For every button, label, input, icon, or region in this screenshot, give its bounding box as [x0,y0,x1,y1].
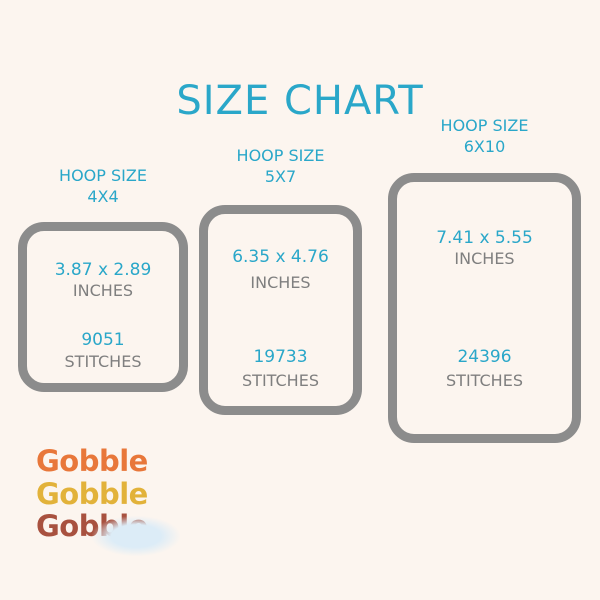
page-title: SIZE CHART [176,78,424,124]
hoop-label-6x10: HOOP SIZE 6X10 [388,115,581,157]
hoop-label: HOOP SIZE [59,166,147,185]
hoop-label: HOOP SIZE [440,116,529,135]
stitch-count: 19733 [253,347,308,367]
hoop-size: 5X7 [264,167,297,186]
design-preview-gold: Gobble [36,477,148,511]
hoop-label-5x7: HOOP SIZE 5X7 [199,145,362,187]
stitch-count: 24396 [457,347,512,367]
dimensions: 7.41 x 5.55 [436,228,533,248]
hoop-frame-5x7 [199,205,362,415]
hoop-label-4x4: HOOP SIZE 4X4 [18,165,188,207]
hoop-size: 4X4 [87,187,119,206]
stitch-unit: STITCHES [242,371,319,390]
stitch-unit: STITCHES [64,352,142,371]
watermark-logo [92,516,180,556]
dimensions-unit: INCHES [72,281,134,300]
stitch-unit: STITCHES [446,371,523,390]
hoop-size: 6X10 [463,137,506,156]
dimensions-unit: INCHES [454,249,515,268]
dimensions-unit: INCHES [250,273,311,292]
stitch-count: 9051 [81,330,125,350]
dimensions: 6.35 x 4.76 [232,247,329,267]
design-preview-orange: Gobble [36,444,148,478]
hoop-frame-4x4 [18,222,188,392]
dimensions: 3.87 x 2.89 [54,260,152,280]
hoop-frame-6x10 [388,173,581,443]
hoop-label: HOOP SIZE [236,146,325,165]
